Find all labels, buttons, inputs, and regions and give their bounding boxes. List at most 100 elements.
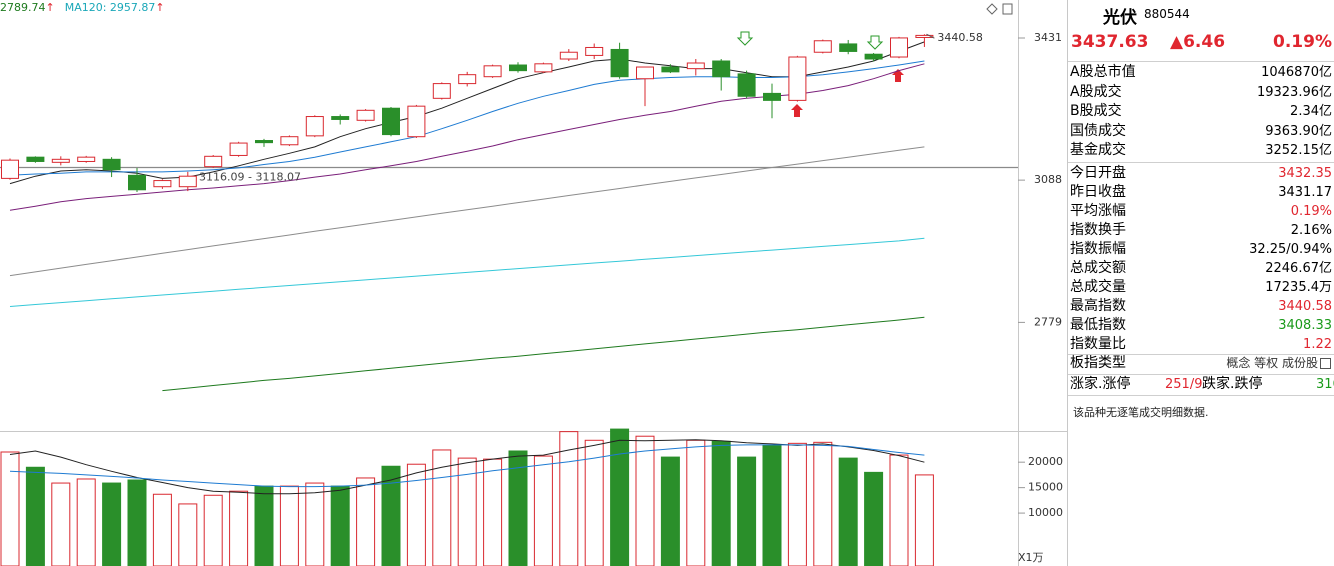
row-value: 2.34亿 bbox=[1290, 104, 1332, 119]
volume-bar bbox=[610, 428, 630, 566]
ma-line bbox=[162, 316, 925, 392]
candle-body bbox=[864, 53, 883, 60]
info-row: B股成交 2.34亿 bbox=[1070, 102, 1332, 121]
candle-body bbox=[915, 34, 934, 38]
volume-bar bbox=[838, 457, 858, 566]
candle-body bbox=[407, 105, 426, 138]
candle-body bbox=[229, 142, 248, 156]
volume-bar bbox=[25, 466, 45, 566]
candle-body bbox=[788, 56, 807, 101]
volume-bar bbox=[483, 458, 503, 566]
y-tick-label: 20000 bbox=[1028, 455, 1063, 468]
row-value: 2.16% bbox=[1290, 223, 1332, 238]
breadth-row: 涨家.涨停 251/9跌家.跌停 316/1 bbox=[1070, 375, 1334, 394]
row-value: 3252.15亿 bbox=[1265, 143, 1332, 158]
breadth-item: 316/1 bbox=[1316, 377, 1334, 392]
info-row: 总成交额 2246.67亿 bbox=[1070, 259, 1332, 278]
row-label: 指数量比 bbox=[1070, 336, 1126, 352]
row-value: 1.22 bbox=[1303, 337, 1332, 352]
candle-body bbox=[356, 109, 375, 121]
row-label: 指数振幅 bbox=[1070, 241, 1126, 257]
header-value: MA120: 2957.87 bbox=[65, 1, 156, 14]
candle-body bbox=[255, 140, 273, 144]
candle-body bbox=[280, 136, 299, 146]
candle-body bbox=[559, 51, 578, 60]
row-value: 概念 等权 成份股 bbox=[1226, 356, 1318, 370]
separator bbox=[1068, 395, 1334, 396]
y-tick-label: 10000 bbox=[1028, 506, 1063, 519]
volume-bar bbox=[737, 456, 757, 566]
candle-body bbox=[26, 156, 45, 162]
row-label: 平均涨幅 bbox=[1070, 203, 1126, 219]
volume-bar bbox=[178, 503, 198, 566]
candle-body bbox=[712, 60, 731, 78]
change-pct: 0.19% bbox=[1273, 32, 1332, 52]
tool-icon[interactable] bbox=[1002, 3, 1013, 15]
candle-body bbox=[204, 155, 223, 168]
volume-bar bbox=[203, 494, 223, 566]
volume-bar bbox=[229, 490, 249, 566]
volume-bar bbox=[889, 454, 909, 566]
header-arrow: ↑ bbox=[46, 1, 55, 14]
ma-line bbox=[9, 41, 925, 185]
change: ▲6.46 bbox=[1170, 32, 1226, 52]
candle-body bbox=[458, 74, 477, 85]
info-row: 最低指数 3408.33 bbox=[1070, 316, 1332, 335]
volume-bar bbox=[279, 485, 299, 566]
candle-body bbox=[331, 116, 350, 120]
candle-body bbox=[178, 175, 197, 188]
volume-bar bbox=[381, 465, 401, 566]
separator bbox=[1068, 61, 1334, 62]
tool-icon[interactable] bbox=[986, 3, 998, 15]
candle-body bbox=[483, 65, 502, 78]
separator bbox=[1068, 374, 1334, 375]
volume-bar bbox=[51, 482, 71, 566]
chart: 3431 3088 2779 3440.58 3116.09 - 3118.07 2789… bbox=[0, 0, 1068, 566]
info-row: 指数振幅 32.25/0.94% bbox=[1070, 240, 1332, 259]
row-label: A股总市值 bbox=[1070, 64, 1136, 80]
candle-body bbox=[585, 46, 604, 56]
candle-body bbox=[661, 66, 680, 73]
row-label: 总成交额 bbox=[1070, 260, 1126, 276]
sell-signal bbox=[866, 35, 884, 50]
annotation: 3440.58 bbox=[937, 31, 983, 44]
candle-body bbox=[610, 48, 629, 78]
row-label: 最高指数 bbox=[1070, 298, 1126, 314]
row-value: 32.25/0.94% bbox=[1249, 242, 1332, 257]
info-row: 平均涨幅 0.19% bbox=[1070, 202, 1332, 221]
breadth-item: 涨家.涨停 bbox=[1070, 376, 1131, 392]
candle-body bbox=[77, 156, 96, 162]
volume-bar bbox=[127, 479, 147, 566]
volume-bar bbox=[0, 451, 20, 566]
breadth-item: 跌家.跌停 bbox=[1202, 376, 1263, 392]
candle-body bbox=[636, 66, 654, 80]
row-value: 19323.96亿 bbox=[1256, 84, 1332, 100]
candle-body bbox=[737, 73, 756, 97]
info-row: 基金成交 3252.15亿 bbox=[1070, 141, 1332, 160]
header-arrow: ↑ bbox=[155, 1, 164, 14]
row-value: 3432.35 bbox=[1278, 166, 1332, 181]
volume-bar bbox=[102, 482, 122, 566]
volume-bar bbox=[813, 441, 833, 566]
volume-bar bbox=[254, 485, 274, 566]
row-value: 0.19% bbox=[1290, 204, 1332, 219]
volume-bar bbox=[559, 431, 579, 566]
note: 该品种无逐笔成交明细数据. bbox=[1073, 406, 1209, 419]
row-label: 今日开盘 bbox=[1070, 165, 1126, 181]
ma-line bbox=[9, 146, 925, 277]
separator bbox=[1068, 162, 1334, 163]
volume-bar bbox=[330, 485, 350, 566]
info-row: A股成交 19323.96亿 bbox=[1070, 83, 1332, 102]
volume-bar bbox=[762, 444, 782, 566]
row-label: 基金成交 bbox=[1070, 142, 1126, 158]
info-row: 今日开盘 3432.35 bbox=[1070, 164, 1332, 183]
row-value: 2246.67亿 bbox=[1265, 261, 1332, 276]
row-value: 3431.17 bbox=[1278, 185, 1332, 200]
breadth-item: 251/9 bbox=[1165, 377, 1203, 392]
volume-ma-line bbox=[9, 439, 925, 495]
separator bbox=[1068, 354, 1334, 355]
header-value: 2789.74 bbox=[0, 1, 46, 14]
price: 3437.63 bbox=[1071, 32, 1149, 52]
candle-body bbox=[839, 43, 858, 52]
